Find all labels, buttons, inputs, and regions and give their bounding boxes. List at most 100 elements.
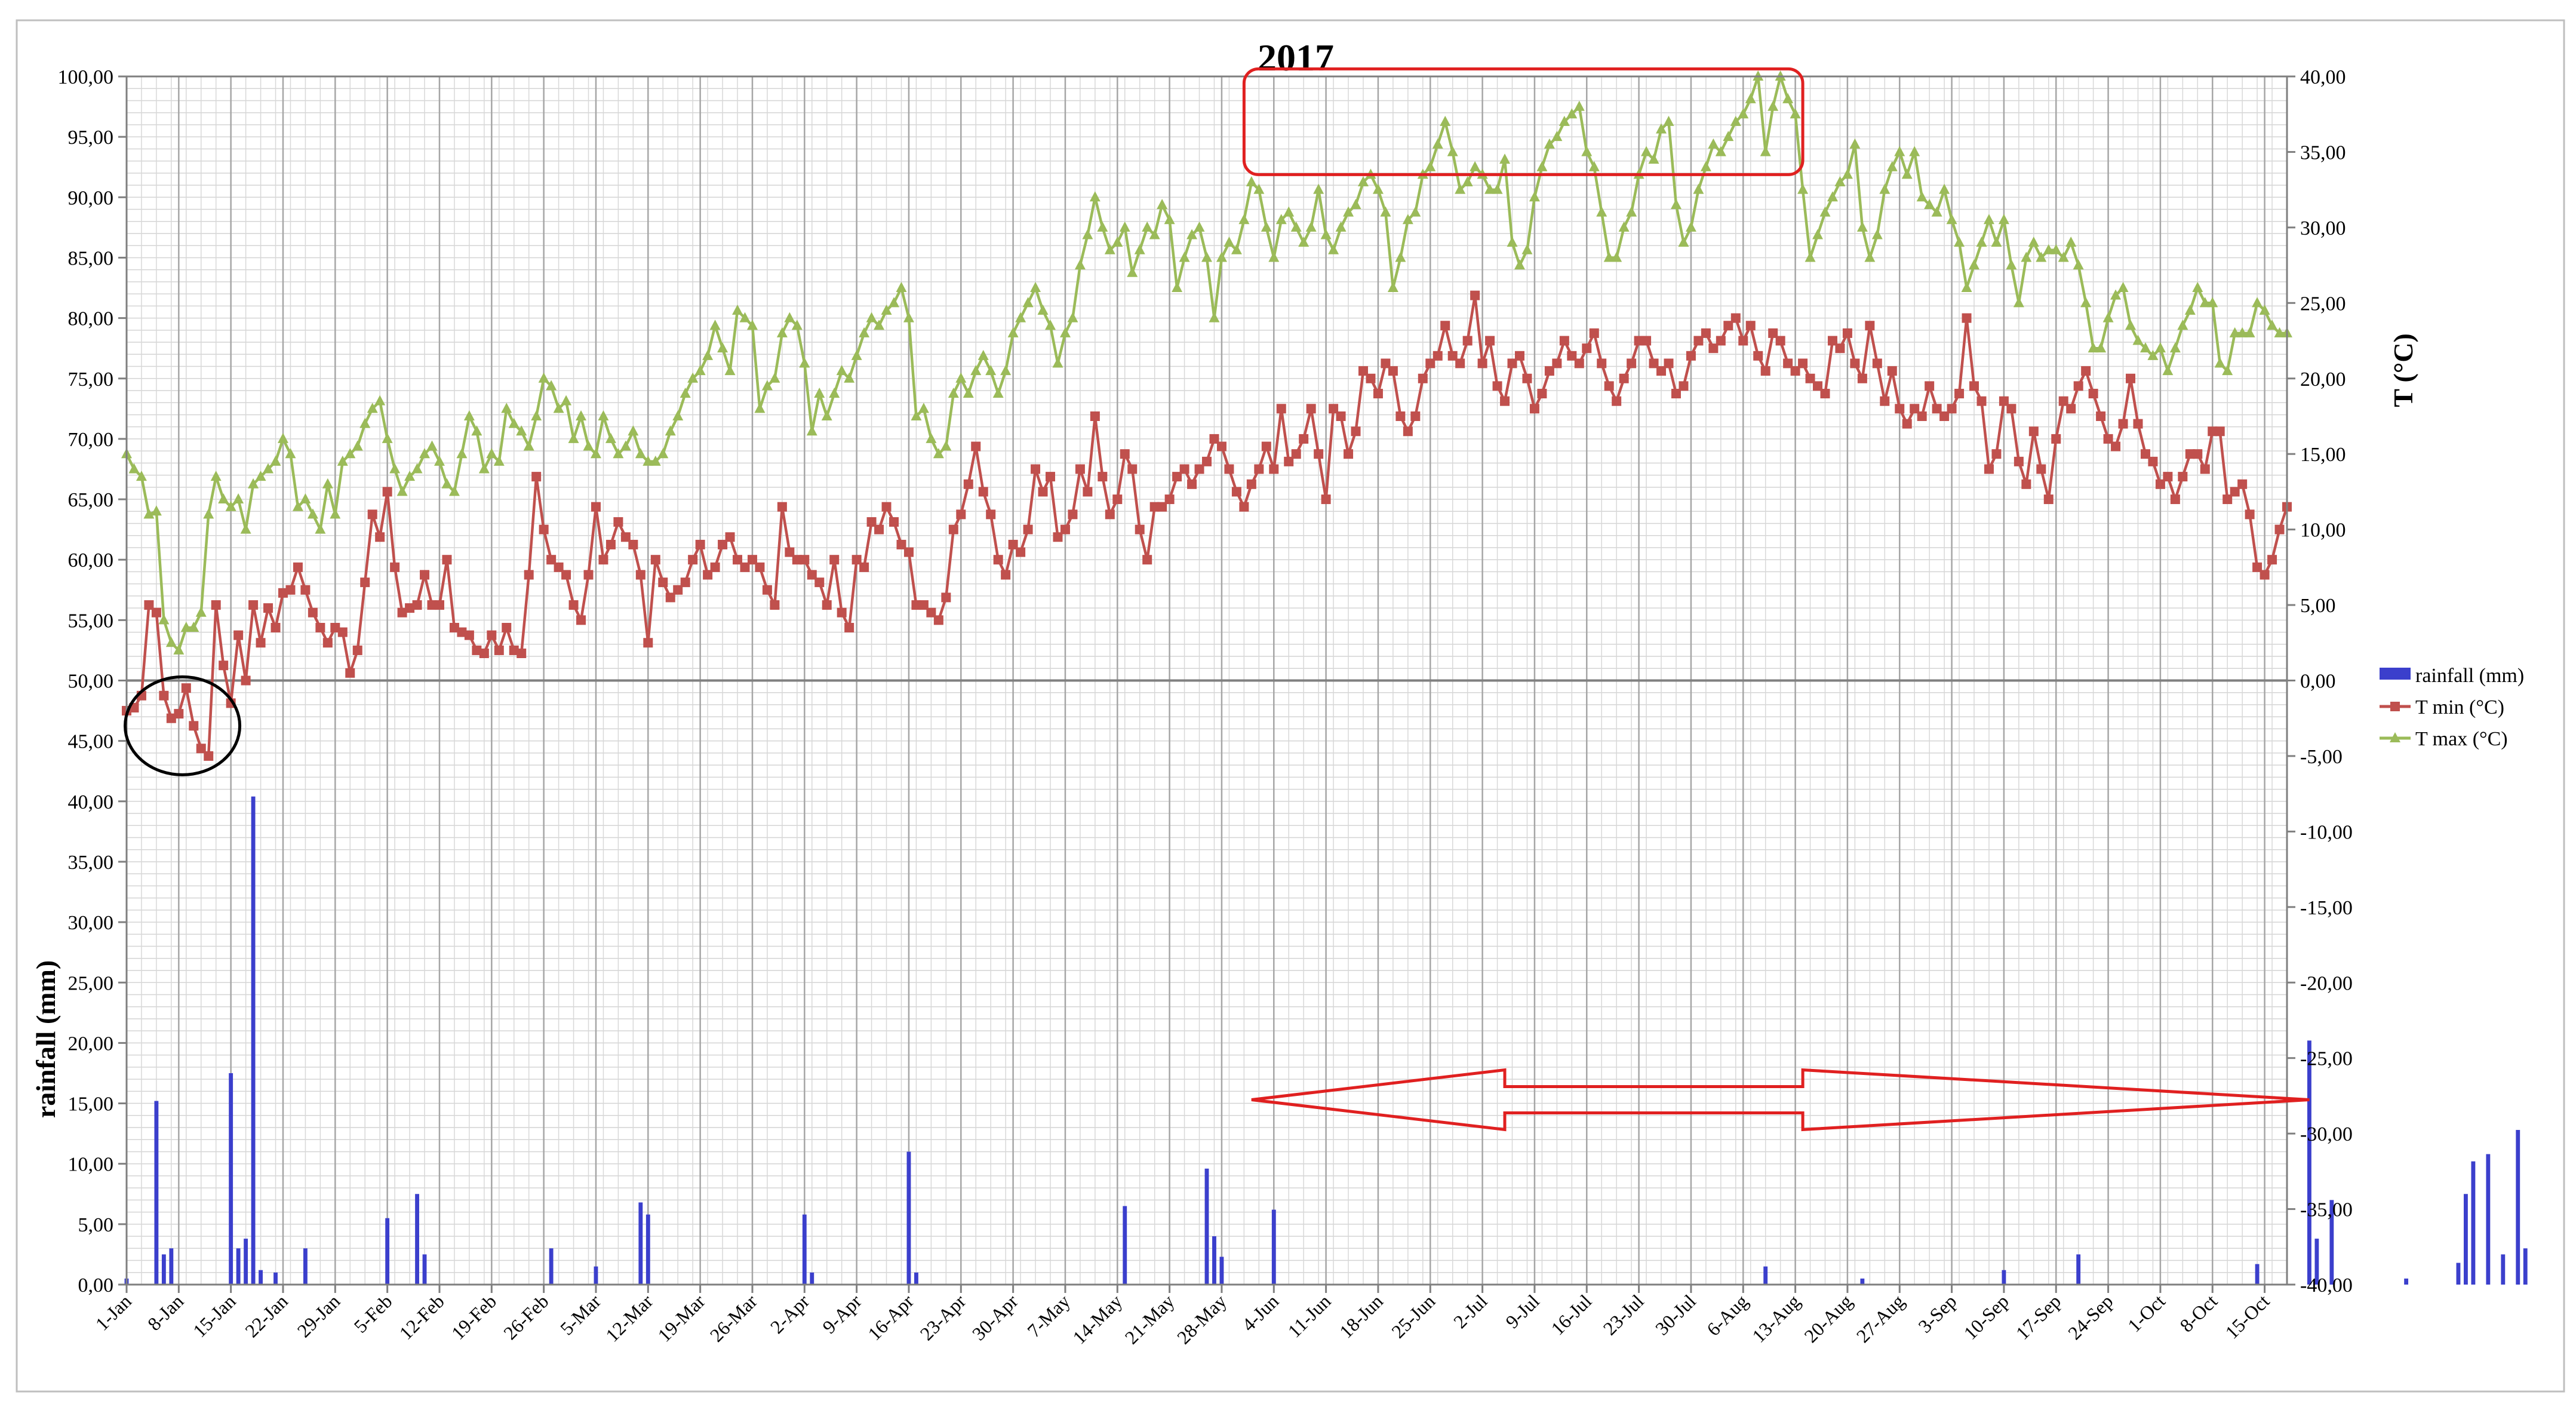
tmin-point	[1813, 381, 1823, 391]
tmin-point	[1366, 373, 1376, 383]
tmax-point	[2192, 282, 2203, 293]
tmax-point	[1708, 138, 1719, 149]
tmax-point	[1335, 221, 1347, 232]
tmax-point	[2147, 349, 2159, 360]
rainfall-bar	[2463, 1194, 2468, 1285]
tmax-point	[680, 388, 691, 398]
tmin-point	[1447, 351, 1458, 361]
tmax-point	[1432, 138, 1443, 149]
tmin-point	[1314, 449, 1324, 459]
tmax-point	[1402, 214, 1413, 225]
tmax-point	[478, 463, 490, 474]
tmax-point	[1700, 161, 1711, 171]
tmax-point	[963, 388, 974, 398]
tmax-point	[463, 410, 475, 420]
tmax-point	[1894, 146, 1905, 156]
tmax-point	[1231, 244, 1242, 254]
rainfall-bar	[2307, 1040, 2311, 1285]
tmax-point	[1447, 146, 1458, 156]
tmin-point	[1127, 464, 1138, 474]
tmin-point	[561, 570, 571, 580]
tmax-point	[2102, 312, 2114, 322]
tmax-point	[992, 388, 1004, 398]
tmax-point	[1611, 251, 1622, 262]
tmin-point	[509, 645, 519, 655]
tmax-point	[210, 471, 222, 481]
tmin-point	[1976, 396, 1987, 406]
right-axis-tick-label: 15,00	[2300, 444, 2346, 466]
left-axis-tick-label: 45,00	[68, 731, 114, 753]
tmin-point	[814, 577, 825, 588]
tmin-point	[1046, 472, 1056, 482]
tmin-point	[322, 638, 333, 648]
tmax-point	[806, 425, 817, 436]
tmin-point	[1612, 396, 1622, 406]
tmin-point	[918, 600, 929, 610]
tmin-point	[337, 627, 348, 637]
tmax-point	[1670, 198, 1682, 209]
tmin-point	[1783, 358, 1793, 368]
tmin-point	[1202, 456, 1212, 466]
tmin-point	[889, 517, 899, 527]
tmin-point	[1984, 464, 1994, 474]
tmax-point	[1201, 251, 1212, 262]
tmax-point	[1641, 146, 1652, 156]
tmin-point	[2155, 479, 2165, 489]
tmax-point	[143, 508, 155, 519]
tmin-point	[494, 645, 504, 655]
tmax-point	[940, 440, 952, 451]
tmax-point	[1715, 146, 1726, 156]
temperature-lines	[121, 70, 2292, 761]
tmin-point	[926, 607, 936, 618]
tmax-point	[128, 463, 140, 474]
tmax-point	[1067, 312, 1078, 322]
right-axis-tick-label: 10,00	[2300, 520, 2346, 542]
tmin-point	[2237, 479, 2248, 489]
tmax-point	[1745, 93, 1756, 103]
tmin-point	[204, 751, 214, 761]
tmin-point	[1492, 381, 1502, 391]
tmin-point	[755, 562, 765, 572]
tmin-point	[144, 600, 154, 610]
chart-frame	[16, 19, 2565, 1393]
tmin-point	[1775, 336, 1785, 346]
tmax-point	[426, 440, 438, 451]
tmax-point	[382, 432, 393, 443]
tmin-point	[1567, 351, 1577, 361]
tmin-point	[1060, 524, 1070, 534]
tmin-point	[1179, 464, 1189, 474]
tmax-point	[2036, 251, 2047, 262]
tmin-point	[2051, 434, 2061, 444]
tmin-point	[382, 487, 392, 497]
tmin-point	[2170, 494, 2180, 505]
chart-title: 2017	[1258, 36, 1334, 79]
tmin-point	[2163, 472, 2173, 482]
tmin-point	[1522, 373, 1532, 383]
tmax-point	[2184, 304, 2196, 315]
tmin-point	[1962, 313, 1972, 323]
tmax-point	[1380, 206, 1391, 217]
tmin-point	[2230, 487, 2240, 497]
tmin-point	[2140, 449, 2150, 459]
tmin-point	[256, 638, 266, 648]
tmax-point	[1797, 183, 1809, 194]
tmax-point	[2274, 327, 2285, 337]
tmin-point	[2126, 373, 2136, 383]
tmax-point	[1581, 146, 1593, 156]
tmin-point	[1507, 358, 1517, 368]
tmax-point	[657, 448, 669, 459]
tmin-point	[1187, 479, 1197, 489]
tmax-point	[724, 365, 736, 376]
tmax-point	[851, 349, 862, 360]
right-axis-tick-label: -30,00	[2300, 1123, 2353, 1145]
tmin-point	[740, 562, 750, 572]
annotation-ellipse	[124, 675, 242, 776]
tmin-point	[502, 622, 512, 632]
left-axis-tick-label: 80,00	[68, 308, 114, 330]
tmax-point	[1856, 221, 1868, 232]
tmin-point	[479, 648, 489, 658]
tmax-point	[315, 523, 326, 534]
tmin-point	[650, 555, 660, 565]
tmin-point	[1910, 404, 1920, 414]
